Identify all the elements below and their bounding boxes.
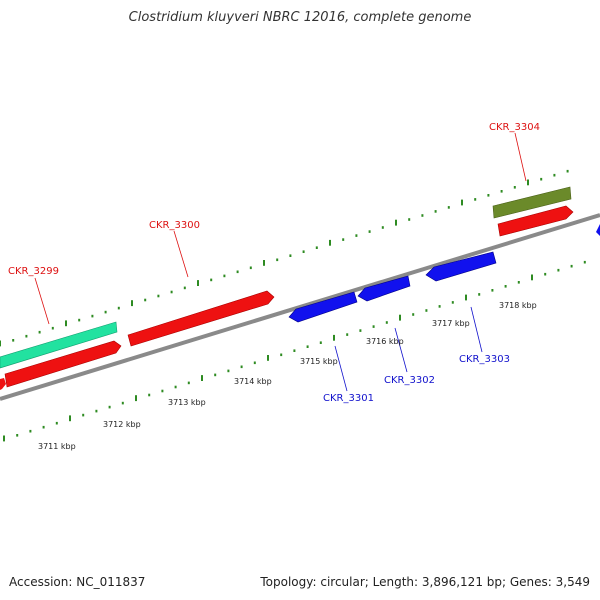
- genome-summary: Topology: circular; Length: 3,896,121 bp…: [260, 575, 590, 589]
- gene-ckr-3300[interactable]: [127, 290, 275, 347]
- kbp-label-3717: 3717 kbp: [432, 319, 470, 328]
- gene-ckr-3303[interactable]: [425, 251, 497, 282]
- gene-ckr-3299[interactable]: [4, 340, 122, 388]
- kbp-label-3713: 3713 kbp: [168, 398, 206, 407]
- gene-left-edge[interactable]: [0, 378, 6, 390]
- kbp-label-3712: 3712 kbp: [103, 420, 141, 429]
- kbp-label-3711: 3711 kbp: [38, 442, 76, 451]
- pointer-ckr-3299: [34, 277, 50, 325]
- gene-ckr-3302[interactable]: [357, 275, 411, 302]
- label-ckr-3299[interactable]: CKR_3299: [8, 266, 59, 277]
- label-ckr-3303[interactable]: CKR_3303: [459, 354, 510, 365]
- pointer-ckr-3303: [470, 306, 483, 353]
- gene-teal[interactable]: [0, 321, 118, 369]
- kbp-label-3716: 3716 kbp: [366, 337, 404, 346]
- gene-ckr-3304[interactable]: [492, 186, 572, 219]
- label-ckr-3304[interactable]: CKR_3304: [489, 122, 540, 133]
- label-ckr-3301[interactable]: CKR_3301: [323, 393, 374, 404]
- gene-ckr-3304-pair[interactable]: [497, 205, 574, 237]
- kbp-label-3718: 3718 kbp: [499, 301, 537, 310]
- pointer-ckr-3301: [334, 345, 348, 392]
- gene-right-edge[interactable]: [596, 224, 600, 236]
- accession-label: Accession: NC_011837: [9, 575, 146, 589]
- upper-tick-track: [0, 169, 569, 347]
- lower-tick-track: [3, 260, 586, 442]
- map-title: Clostridium kluyveri NBRC 12016, complet…: [128, 10, 472, 25]
- kbp-label-3714: 3714 kbp: [234, 377, 272, 386]
- label-ckr-3300[interactable]: CKR_3300: [149, 220, 200, 231]
- label-ckr-3302[interactable]: CKR_3302: [384, 375, 435, 386]
- kbp-label-3715: 3715 kbp: [300, 357, 338, 366]
- pointer-ckr-3300: [173, 230, 189, 278]
- genome-backbone: [0, 213, 600, 401]
- pointer-ckr-3304: [514, 132, 527, 182]
- gene-ckr-3301[interactable]: [288, 291, 358, 323]
- pointer-ckr-3302: [394, 327, 408, 373]
